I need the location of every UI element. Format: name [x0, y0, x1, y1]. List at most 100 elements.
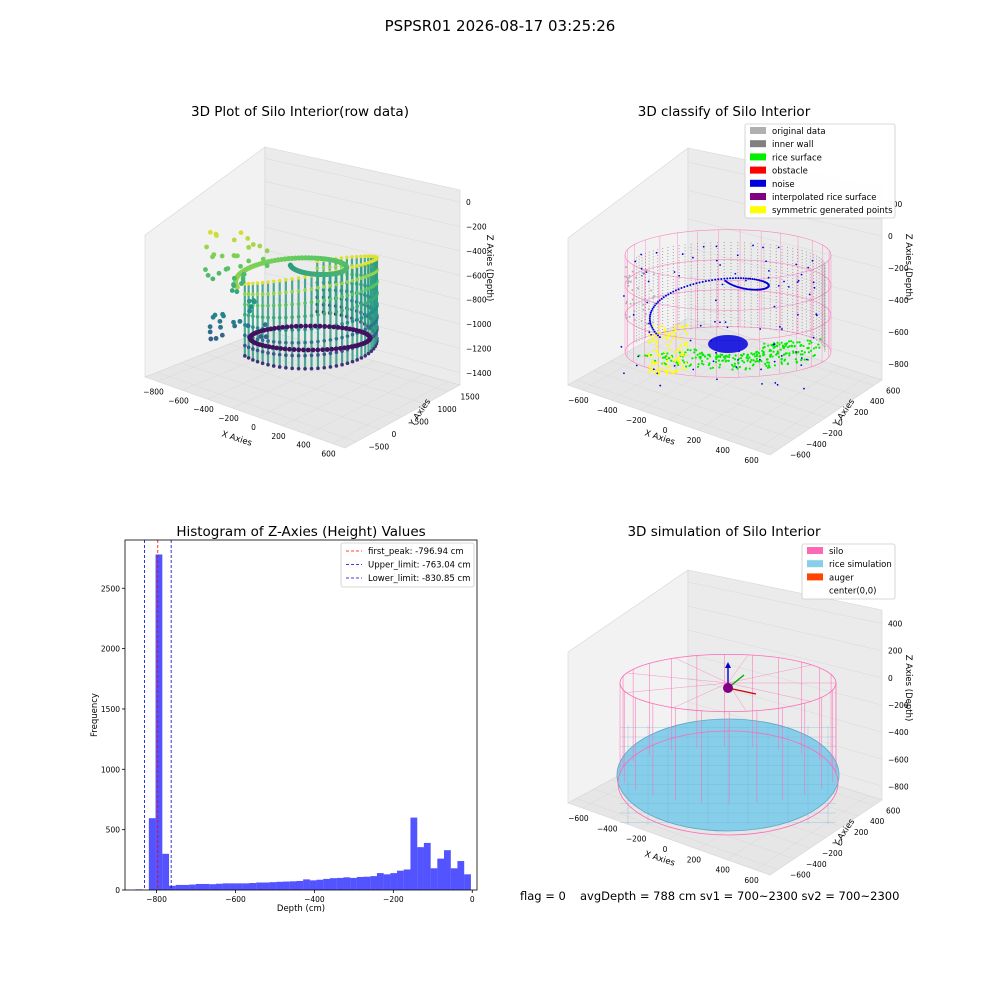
data-point: [271, 339, 276, 344]
y-tick-label: −400: [806, 860, 827, 869]
original-point: [650, 289, 653, 292]
rice-surface-point: [699, 357, 702, 360]
noise-point: [796, 281, 799, 284]
rice-surface-point: [757, 352, 761, 355]
original-point: [629, 280, 632, 283]
rice-surface-point: [696, 353, 699, 356]
rice-surface-point: [797, 350, 800, 354]
y-tick-label: 400: [870, 817, 885, 826]
data-point: [345, 255, 349, 260]
data-point: [303, 353, 307, 358]
data-point: [246, 345, 251, 350]
original-point: [651, 296, 654, 299]
rice-surface-point: [701, 352, 704, 355]
noise-point: [714, 320, 716, 323]
data-point: [345, 280, 350, 284]
x-tick-label: −200: [383, 895, 404, 904]
noise-point: [650, 324, 653, 327]
rice-surface-point: [741, 359, 744, 362]
silo-roof-wire: [727, 664, 812, 684]
x-tick-label: 0: [470, 895, 475, 904]
symmetric-point: [658, 326, 661, 329]
legend-frame: [744, 123, 896, 219]
legend-swatch: [750, 206, 766, 214]
data-point: [213, 336, 219, 341]
original-point: [628, 315, 631, 318]
rice-surface-point: [800, 359, 803, 362]
data-point: [243, 343, 247, 348]
noise-point: [721, 283, 724, 286]
z-tick-label: −800: [888, 782, 909, 791]
data-point: [251, 314, 255, 318]
data-point: [366, 254, 370, 258]
hist-bar: [242, 883, 250, 890]
noise-point: [652, 368, 655, 371]
data-point: [340, 362, 344, 367]
data-point: [284, 303, 288, 307]
data-point: [367, 335, 373, 340]
hist-bar: [262, 882, 270, 890]
original-point: [625, 300, 628, 303]
data-point: [260, 280, 265, 285]
data-point: [320, 347, 325, 353]
rice-surface-point: [788, 354, 791, 357]
noise-cluster: [708, 335, 748, 353]
data-point: [349, 344, 355, 350]
noise-point: [731, 277, 734, 280]
data-point: [232, 323, 238, 329]
noise-point: [777, 284, 780, 287]
original-point: [646, 322, 649, 325]
symmetric-point: [656, 331, 660, 334]
hist-bar: [162, 853, 170, 890]
z-tick-label: −600: [888, 328, 909, 337]
symmetric-point: [650, 355, 653, 358]
data-point: [354, 254, 359, 259]
hist-bar: [283, 881, 290, 890]
data-point: [260, 349, 265, 354]
panel-classify-3d: 3D classify of Silo Interior −600 −400 −20…: [567, 104, 913, 465]
grid-line: [204, 353, 403, 417]
data-point: [296, 315, 301, 319]
x-tick-label: −400: [193, 405, 214, 414]
symmetric-point: [648, 365, 651, 368]
symmetric-point: [647, 352, 650, 355]
data-point: [359, 289, 364, 294]
data-point: [270, 345, 276, 350]
noise-point: [704, 280, 707, 283]
legend-label: original data: [772, 127, 826, 137]
data-point: [363, 254, 367, 259]
y-tick-label: 600: [886, 806, 901, 815]
noise-point: [635, 364, 638, 367]
data-point: [296, 276, 301, 280]
data-point: [345, 307, 350, 311]
noise-point: [723, 277, 726, 280]
rice-surface-point: [752, 359, 755, 362]
noise-point: [755, 278, 758, 281]
original-point: [624, 275, 627, 278]
rice-surface-point: [685, 365, 688, 368]
noise-point: [650, 333, 652, 336]
rice-surface-point: [733, 362, 736, 365]
y-tick-label: 2500: [101, 584, 120, 593]
data-point: [255, 337, 260, 342]
data-point: [246, 298, 252, 304]
rice-surface-point: [796, 341, 799, 344]
symmetric-point: [666, 372, 669, 376]
original-point: [641, 275, 644, 278]
symmetric-point: [686, 324, 689, 327]
data-point: [312, 323, 318, 329]
hist-bar: [417, 847, 424, 890]
rice-surface-point: [792, 341, 795, 344]
data-point: [328, 283, 333, 288]
symmetric-point: [649, 368, 652, 371]
data-point: [271, 303, 276, 308]
data-point: [238, 263, 243, 269]
noise-point: [773, 360, 776, 363]
noise-point: [729, 277, 732, 280]
data-point: [363, 275, 368, 279]
data-point: [207, 229, 213, 235]
data-point: [322, 285, 327, 289]
x-tick-label: 600: [744, 876, 759, 885]
symmetric-point: [683, 329, 686, 332]
data-point: [243, 302, 247, 307]
